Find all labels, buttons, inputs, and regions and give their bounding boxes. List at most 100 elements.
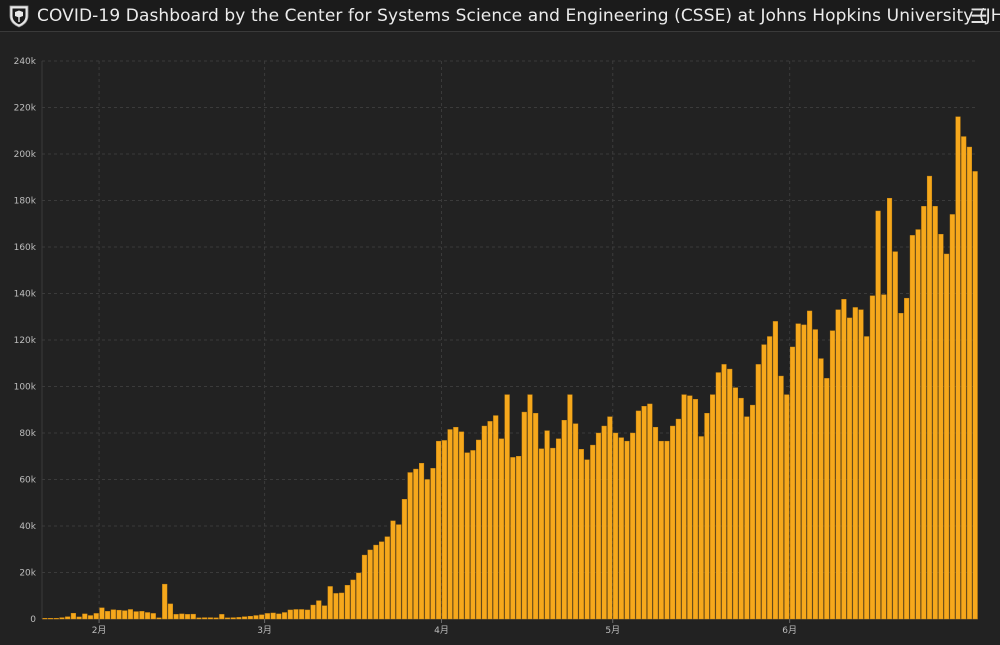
daily-case-bar[interactable] <box>105 611 111 620</box>
daily-case-bar[interactable] <box>476 439 482 620</box>
daily-case-bar[interactable] <box>670 425 676 620</box>
daily-case-bar[interactable] <box>110 609 116 620</box>
daily-case-bar[interactable] <box>926 175 933 620</box>
daily-case-bar[interactable] <box>82 613 88 620</box>
daily-case-bar[interactable] <box>573 423 579 620</box>
daily-case-bar[interactable] <box>310 604 316 620</box>
daily-case-bar[interactable] <box>207 617 213 620</box>
daily-case-bar[interactable] <box>966 146 972 620</box>
daily-case-bar[interactable] <box>470 450 476 620</box>
daily-case-bar[interactable] <box>498 438 504 620</box>
daily-case-bar[interactable] <box>881 294 887 620</box>
daily-case-bar[interactable] <box>407 472 413 620</box>
daily-case-bar[interactable] <box>379 541 385 620</box>
daily-case-bar[interactable] <box>493 415 499 620</box>
daily-case-bar[interactable] <box>344 585 350 620</box>
daily-case-bar[interactable] <box>778 375 784 620</box>
daily-case-bar[interactable] <box>139 611 145 620</box>
daily-case-bar[interactable] <box>367 549 373 620</box>
hamburger-menu-icon[interactable]: ☰ <box>970 4 988 28</box>
daily-case-bar[interactable] <box>321 605 328 620</box>
daily-case-bar[interactable] <box>350 579 356 620</box>
daily-case-bar[interactable] <box>202 617 208 620</box>
daily-case-bar[interactable] <box>904 297 910 620</box>
daily-case-bar[interactable] <box>230 617 236 620</box>
daily-case-bar[interactable] <box>761 344 767 620</box>
daily-case-bar[interactable] <box>641 406 647 620</box>
daily-case-bar[interactable] <box>190 613 196 620</box>
daily-case-bar[interactable] <box>516 456 522 620</box>
daily-case-bar[interactable] <box>829 330 835 620</box>
daily-case-bar[interactable] <box>675 418 681 620</box>
daily-case-bar[interactable] <box>555 438 562 620</box>
daily-case-bar[interactable] <box>116 609 122 620</box>
daily-case-bar[interactable] <box>715 372 721 620</box>
daily-case-bar[interactable] <box>510 457 516 620</box>
daily-case-bar[interactable] <box>824 378 830 620</box>
daily-case-bar[interactable] <box>732 387 738 620</box>
daily-case-bar[interactable] <box>789 346 796 620</box>
daily-case-bar[interactable] <box>567 394 573 620</box>
daily-case-bar[interactable] <box>909 235 915 620</box>
daily-case-bar[interactable] <box>618 437 624 620</box>
daily-case-bar[interactable] <box>818 358 824 620</box>
daily-case-bar[interactable] <box>750 404 756 620</box>
daily-case-bar[interactable] <box>184 614 191 620</box>
daily-case-bar[interactable] <box>156 617 162 620</box>
daily-case-bar[interactable] <box>852 307 858 620</box>
daily-case-bar[interactable] <box>48 618 54 620</box>
daily-case-bar[interactable] <box>607 416 613 620</box>
daily-case-bar[interactable] <box>219 614 225 620</box>
daily-case-bar[interactable] <box>304 609 310 620</box>
daily-case-bar[interactable] <box>710 394 716 620</box>
daily-case-bar[interactable] <box>624 440 630 620</box>
daily-case-bar[interactable] <box>356 572 362 620</box>
daily-case-bar[interactable] <box>561 420 567 620</box>
daily-case-bar[interactable] <box>133 611 139 620</box>
daily-case-bar[interactable] <box>65 616 71 620</box>
daily-case-bar[interactable] <box>630 432 636 620</box>
daily-case-bar[interactable] <box>145 612 151 620</box>
daily-case-bar[interactable] <box>932 206 938 620</box>
daily-case-bar[interactable] <box>841 299 847 620</box>
daily-case-bar[interactable] <box>396 524 402 620</box>
daily-case-bar[interactable] <box>282 612 288 620</box>
daily-case-bar[interactable] <box>613 432 619 620</box>
daily-case-bar[interactable] <box>458 431 465 620</box>
daily-case-bar[interactable] <box>681 394 687 620</box>
daily-case-bar[interactable] <box>527 394 533 620</box>
daily-case-bar[interactable] <box>87 615 94 620</box>
daily-case-bar[interactable] <box>687 395 693 620</box>
daily-case-bar[interactable] <box>373 544 379 620</box>
daily-case-bar[interactable] <box>664 440 670 620</box>
daily-case-bar[interactable] <box>287 609 293 620</box>
daily-case-bar[interactable] <box>167 603 173 620</box>
daily-case-bar[interactable] <box>481 425 487 620</box>
daily-case-bar[interactable] <box>99 607 105 620</box>
daily-case-bar[interactable] <box>293 609 299 620</box>
daily-case-bar[interactable] <box>413 468 419 620</box>
daily-case-bar[interactable] <box>179 613 185 620</box>
daily-case-bar[interactable] <box>150 613 156 620</box>
daily-case-bar[interactable] <box>915 229 921 620</box>
daily-case-bar[interactable] <box>401 499 407 620</box>
daily-case-bar[interactable] <box>264 613 270 620</box>
daily-case-bar[interactable] <box>944 253 950 620</box>
daily-case-bar[interactable] <box>333 593 339 620</box>
daily-case-bar[interactable] <box>361 554 367 620</box>
daily-case-bar[interactable] <box>339 592 345 620</box>
daily-case-bar[interactable] <box>875 210 881 620</box>
daily-case-bar[interactable] <box>242 616 248 620</box>
daily-case-bar[interactable] <box>938 234 944 620</box>
daily-case-bar[interactable] <box>647 403 653 620</box>
daily-case-bar[interactable] <box>869 295 875 620</box>
daily-case-bar[interactable] <box>521 411 527 620</box>
daily-case-bar[interactable] <box>955 116 961 620</box>
daily-case-bar[interactable] <box>972 171 978 620</box>
daily-case-bar[interactable] <box>961 136 967 620</box>
daily-case-bar[interactable] <box>276 613 282 620</box>
daily-case-bar[interactable] <box>704 413 710 620</box>
daily-case-bar[interactable] <box>595 432 601 620</box>
daily-case-bar[interactable] <box>253 615 259 620</box>
daily-case-bar[interactable] <box>59 617 65 620</box>
